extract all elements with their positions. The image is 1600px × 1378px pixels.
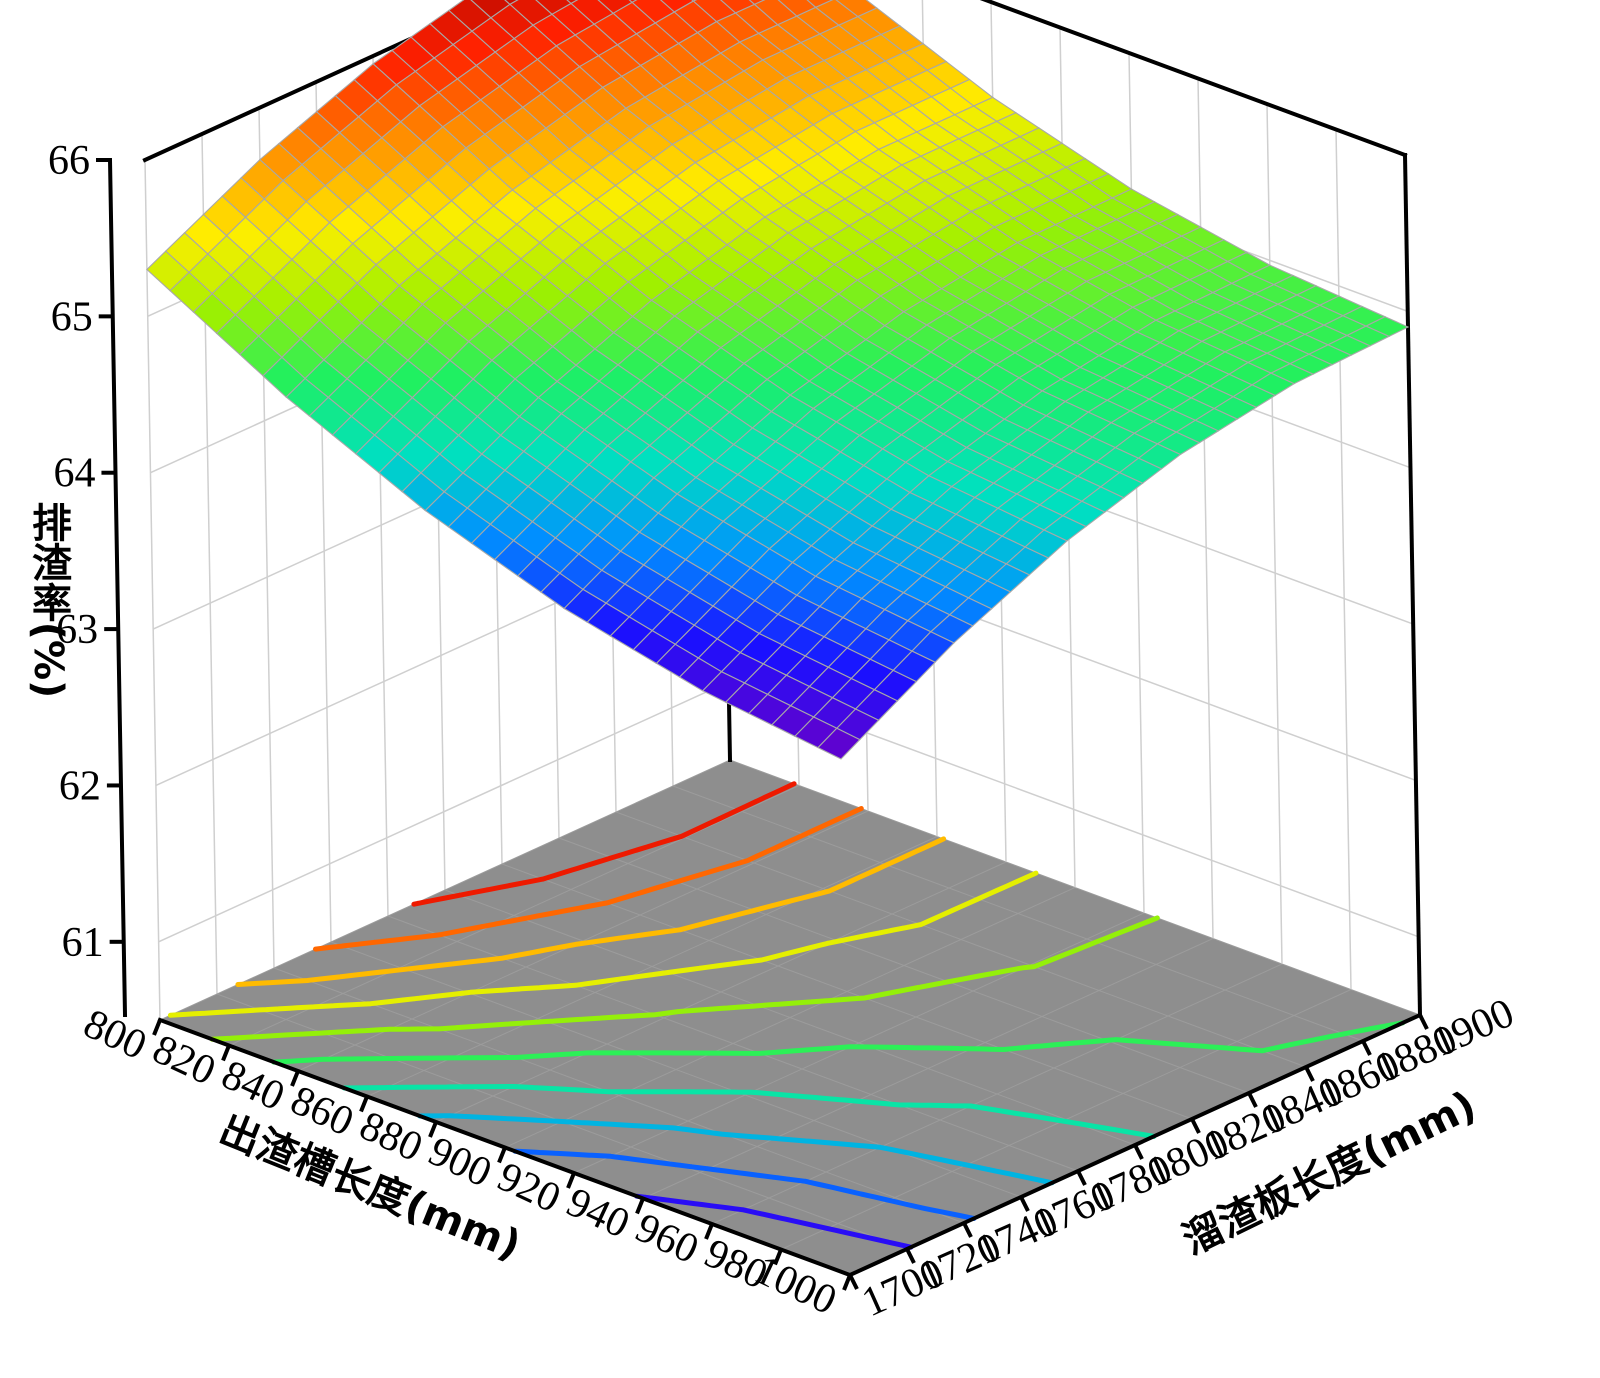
x-tick [842,1274,852,1291]
x-tick [497,1146,507,1164]
axis-line [107,157,128,1018]
floor-grid-line [642,938,1214,1199]
surface-patch [504,0,519,6]
x-tick [773,1248,783,1266]
y-tick [905,1248,916,1264]
wall-grid-line [1266,103,1283,965]
axis-line [1402,152,1423,1018]
y-tick [1247,1092,1258,1108]
z-tick-label: 63 [56,607,98,653]
x-tick [704,1223,714,1240]
contour-line [313,806,864,952]
x-tick [290,1070,300,1087]
x-tick [359,1095,369,1113]
z-tick-label: 62 [59,763,101,809]
y-tick [1076,1170,1087,1186]
y-tick-label: 1900 [1425,990,1520,1066]
x-tick [428,1121,438,1138]
wall-grid-line [158,681,729,943]
z-tick-label: 66 [48,138,90,184]
floor-grid-line [435,861,1007,1123]
y-tick [1019,1196,1030,1212]
floor-grid-line [366,836,938,1097]
wall-grid-line [1197,78,1214,939]
floor-grid-line [504,887,1076,1148]
contour-line [411,781,797,907]
contour-line [167,870,1039,1018]
axis-line [142,0,1408,163]
x-tick [635,1197,645,1215]
y-tick [962,1222,973,1238]
contour-line [341,1084,1157,1139]
z-tick-label: 65 [51,294,93,340]
y-tick [1418,1014,1429,1030]
y-tick [848,1274,859,1290]
contour-line [235,836,947,987]
wall-grid-line [144,159,161,1021]
wall-grid-line [1335,129,1352,990]
y-tick [1361,1040,1372,1056]
contour-line [209,915,1160,1042]
z-tick-label: 61 [62,920,104,966]
z-tick-label: 64 [53,451,95,497]
x-tick [566,1172,576,1189]
y-tick [1190,1118,1201,1134]
y-tick [1133,1144,1144,1160]
x-tick-label: 800 [77,1001,154,1069]
x-tick [152,1019,162,1036]
y-tick [1304,1066,1315,1082]
surface-patch [817,727,861,760]
floor-grid-line [228,785,800,1046]
floor-grid-line [159,759,731,1021]
z-axis-title: 排渣率(%) [25,502,72,699]
x-tick [221,1044,231,1062]
